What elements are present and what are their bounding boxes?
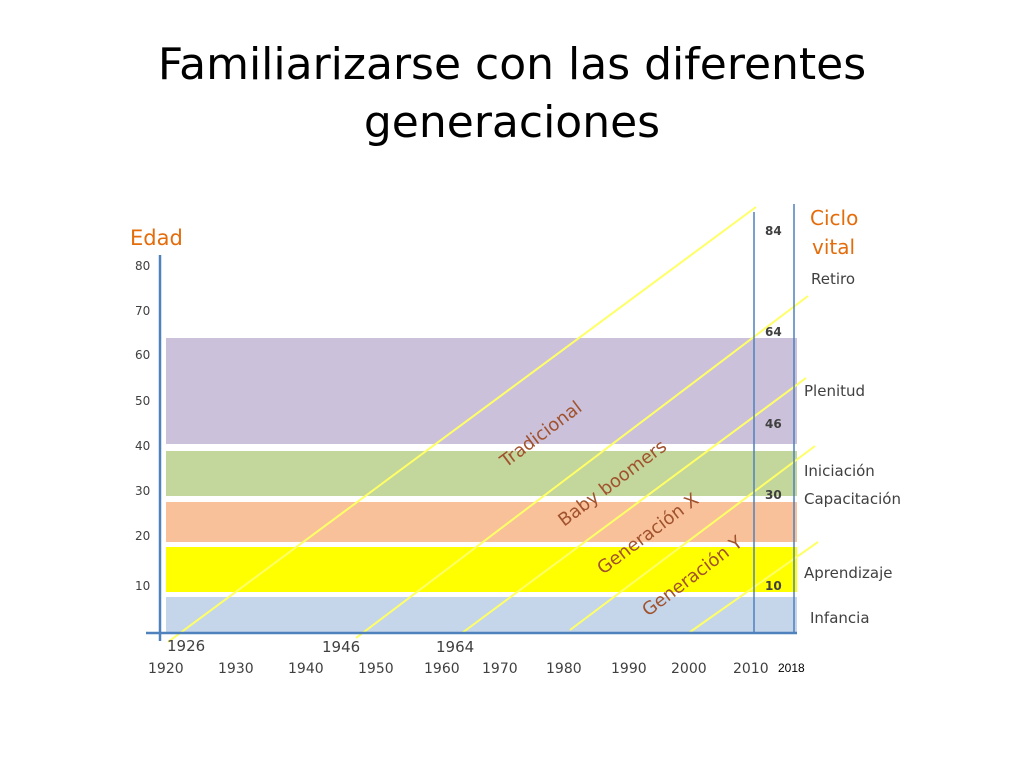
slide-title-line-2: generaciones <box>363 97 661 148</box>
age-tick: 50 <box>135 394 150 408</box>
band-infancia <box>166 597 797 633</box>
year-tick: 1970 <box>482 661 518 677</box>
life-stage-bands <box>166 338 797 633</box>
age-tick: 20 <box>135 529 150 543</box>
current-age-label: 64 <box>765 325 782 339</box>
year-tick: 1990 <box>611 661 647 677</box>
stage-label-infancia: Infancia <box>810 609 870 627</box>
current-age-label: 30 <box>765 488 782 502</box>
band-iniciacion <box>166 451 797 496</box>
band-plenitud <box>166 338 797 444</box>
year-tick: 1980 <box>546 661 582 677</box>
generation-line-1964 <box>461 377 807 634</box>
birth-year-label: 1926 <box>167 637 205 655</box>
current-age-label: 84 <box>765 224 782 238</box>
age-tick: 60 <box>135 348 150 362</box>
year-tick: 1950 <box>358 661 394 677</box>
year-tick: 1960 <box>424 661 460 677</box>
stage-label-capacitacion: Capacitación <box>804 490 901 508</box>
birth-year-labels: 1926 1946 1964 <box>167 637 474 656</box>
age-tick: 10 <box>135 579 150 593</box>
year-tick: 2000 <box>671 661 707 677</box>
current-age-labels: 84 64 46 30 10 <box>765 224 782 593</box>
slide-title-line-1: Familiarizarse con las diferentes <box>157 39 867 90</box>
age-ticks: 80 70 60 50 40 30 20 10 <box>135 259 150 593</box>
stage-label-plenitud: Plenitud <box>804 382 865 400</box>
age-tick: 80 <box>135 259 150 273</box>
y-axis-title: Edad <box>130 226 183 250</box>
generation-line-1946 <box>355 295 809 639</box>
generation-line-1926 <box>167 206 757 643</box>
birth-year-label: 1946 <box>322 638 360 656</box>
stage-label-iniciacion: Iniciación <box>804 462 875 480</box>
slide-title: Familiarizarse con las diferentes genera… <box>0 36 1024 152</box>
current-year-label: 2018 <box>778 661 805 675</box>
year-tick: 1920 <box>148 661 184 677</box>
band-capacitacion <box>166 502 797 542</box>
birth-year-label: 1964 <box>436 638 474 656</box>
age-tick: 30 <box>135 484 150 498</box>
cycle-title-line-1: Ciclo <box>810 206 858 230</box>
current-age-label: 10 <box>765 579 782 593</box>
year-tick: 1940 <box>288 661 324 677</box>
age-tick: 70 <box>135 304 150 318</box>
life-stage-labels: Retiro Plenitud Iniciación Capacitación … <box>804 270 901 627</box>
year-tick: 1930 <box>218 661 254 677</box>
cycle-title-line-2: vital <box>812 235 855 259</box>
age-tick: 40 <box>135 439 150 453</box>
current-age-label: 46 <box>765 417 782 431</box>
band-aprendizaje <box>166 547 797 592</box>
generation-line-x <box>569 445 816 631</box>
year-tick: 2010 <box>733 661 769 677</box>
stage-label-retiro: Retiro <box>811 270 855 288</box>
stage-label-aprendizaje: Aprendizaje <box>804 564 893 582</box>
year-ticks: 1920 1930 1940 1950 1960 1970 1980 1990 … <box>148 661 769 677</box>
